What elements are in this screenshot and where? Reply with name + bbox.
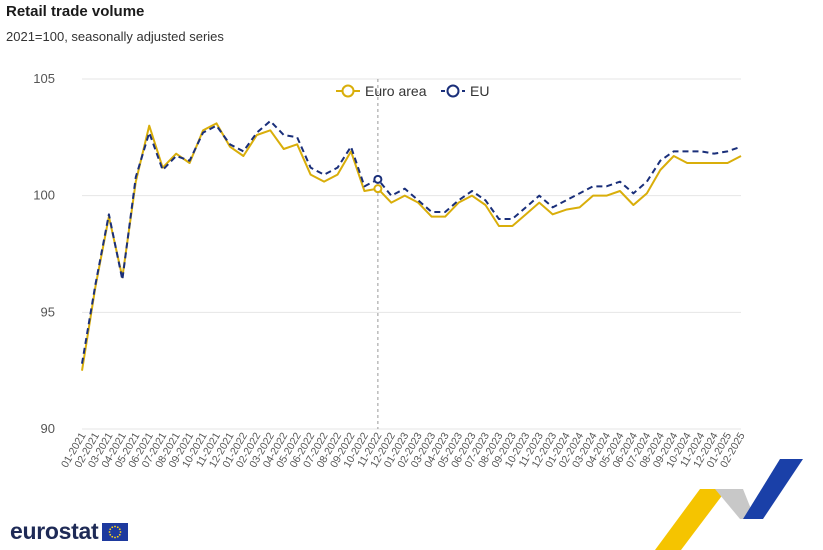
series-lines xyxy=(81,120,742,371)
flag-star xyxy=(114,536,117,538)
flag-star xyxy=(117,535,119,538)
y-tick-label: 105 xyxy=(33,71,55,86)
y-tick-label: 95 xyxy=(41,304,55,319)
eu-flag-icon xyxy=(102,522,129,541)
flag-star xyxy=(119,527,122,530)
flag-star xyxy=(111,535,114,538)
series-line[interactable] xyxy=(81,122,742,371)
chart-title: Retail trade volume xyxy=(6,3,145,20)
series-point[interactable] xyxy=(373,184,383,194)
flag-star xyxy=(117,525,119,528)
y-tick-label: 100 xyxy=(33,188,55,203)
eurostat-logo: eurostat xyxy=(10,518,129,545)
legend-label: Euro area xyxy=(365,83,427,99)
legend-marker xyxy=(446,84,460,98)
flag-star xyxy=(114,525,117,527)
decorative-ribbon-icon xyxy=(655,459,803,550)
y-tick-label: 90 xyxy=(41,421,55,436)
grid xyxy=(82,78,741,430)
legend-item[interactable]: EU xyxy=(441,83,489,99)
flag-star xyxy=(109,533,112,536)
line-chart: 90 95 100 105 01-202102-202103-202104-20210… xyxy=(33,71,748,470)
flag-star xyxy=(119,530,122,533)
legend-label: EU xyxy=(470,83,489,99)
logo-text: eurostat xyxy=(10,518,99,544)
series-point[interactable] xyxy=(373,174,383,184)
flag-star xyxy=(111,525,114,528)
legend-item[interactable]: Euro area xyxy=(336,83,427,99)
flag-star xyxy=(108,530,111,533)
legend-marker xyxy=(341,84,355,98)
x-axis: 01-202102-202103-202104-202105-202106-20… xyxy=(59,430,748,470)
series-line[interactable] xyxy=(81,120,742,364)
chart-subtitle: 2021=100, seasonally adjusted series xyxy=(6,29,224,44)
legend[interactable]: Euro area EU xyxy=(336,83,489,99)
flag-star xyxy=(119,533,122,536)
y-axis: 90 95 100 105 xyxy=(33,71,55,436)
flag-star xyxy=(109,527,112,530)
